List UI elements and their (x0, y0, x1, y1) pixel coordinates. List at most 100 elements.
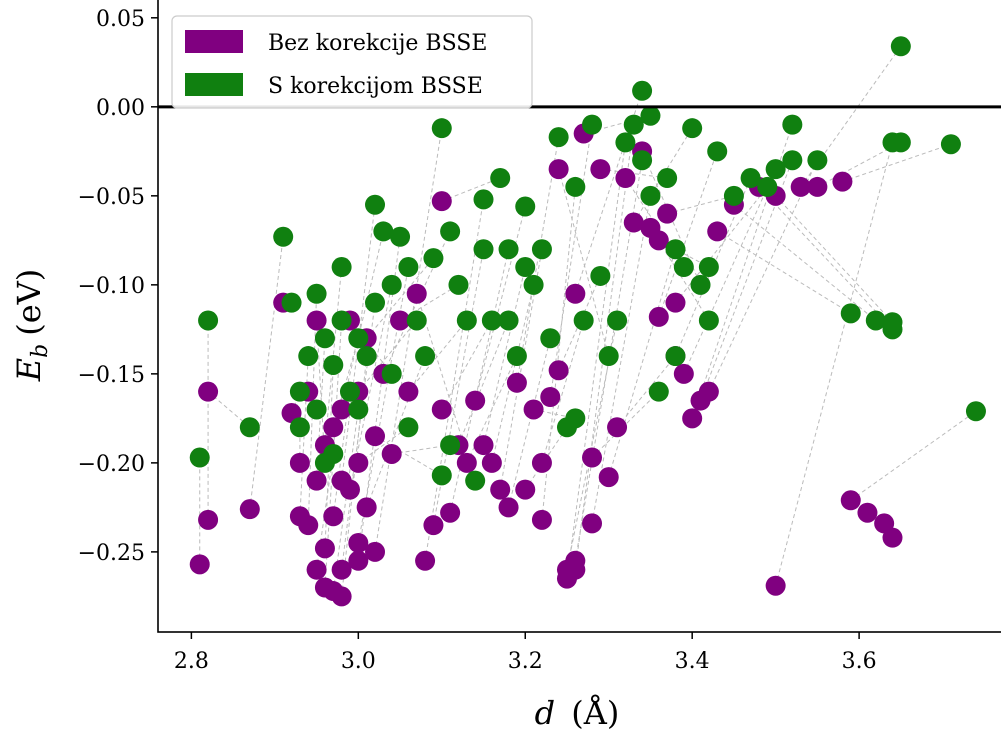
pair-connector (633, 127, 693, 223)
data-point-bez-korekcije (531, 509, 552, 530)
pair-connector (432, 249, 485, 526)
data-point-s-korekcijom (515, 257, 536, 278)
x-tick-label: 3.2 (508, 649, 543, 674)
data-point-s-korekcijom (289, 417, 310, 438)
data-point-s-korekcijom (573, 310, 594, 331)
data-point-s-korekcijom (348, 328, 369, 349)
x-tick-label: 3.4 (675, 649, 710, 674)
data-point-s-korekcijom (740, 168, 761, 189)
data-point-s-korekcijom (665, 239, 686, 260)
data-point-bez-korekcije (548, 360, 569, 381)
data-point-bez-korekcije (440, 502, 461, 523)
data-point-s-korekcijom (698, 310, 719, 331)
data-point-bez-korekcije (565, 283, 586, 304)
data-point-s-korekcijom (306, 399, 327, 420)
data-point-s-korekcijom (565, 408, 586, 429)
pair-connector (650, 227, 710, 321)
data-point-bez-korekcije (498, 497, 519, 518)
y-tick-label: −0.15 (78, 363, 145, 388)
data-point-bez-korekcije (331, 399, 352, 420)
legend-frame (171, 15, 533, 109)
data-point-s-korekcijom (623, 114, 644, 135)
data-point-bez-korekcije (598, 467, 619, 488)
data-point-bez-korekcije (306, 310, 327, 331)
data-point-bez-korekcije (840, 490, 861, 511)
x-tick-label: 3.0 (341, 649, 376, 674)
data-point-s-korekcijom (565, 176, 586, 197)
data-point-bez-korekcije (582, 447, 603, 468)
data-point-bez-korekcije (331, 559, 352, 580)
data-point-s-korekcijom (615, 132, 636, 153)
pair-connector (357, 320, 418, 392)
data-point-s-korekcijom (707, 141, 728, 162)
pair-connector (658, 151, 718, 318)
data-point-s-korekcijom (757, 176, 778, 197)
plot-frame (157, 0, 1001, 633)
pair-connector (716, 231, 852, 314)
data-point-bez-korekcije (289, 452, 310, 473)
data-point-bez-korekcije (673, 363, 694, 384)
data-point-s-korekcijom (456, 310, 477, 331)
data-point-bez-korekcije (348, 532, 369, 553)
data-point-s-korekcijom (473, 239, 494, 260)
data-point-bez-korekcije (365, 541, 386, 562)
series-s-korekcijom-points (189, 36, 986, 491)
data-point-s-korekcijom (289, 381, 310, 402)
pair-connector (667, 195, 735, 215)
data-point-bez-korekcije (582, 513, 603, 534)
pair-connector (341, 356, 368, 597)
y-tick-label: −0.25 (78, 541, 145, 566)
data-point-s-korekcijom (582, 114, 603, 135)
data-point-s-korekcijom (189, 447, 210, 468)
pair-connector (358, 426, 409, 464)
data-point-s-korekcijom (348, 399, 369, 420)
pair-connector (366, 257, 434, 339)
data-point-s-korekcijom (548, 127, 569, 148)
pair-connector (558, 168, 610, 357)
data-point-bez-korekcije (648, 306, 669, 327)
y-tick-label: −0.10 (78, 274, 145, 299)
data-point-bez-korekcije (506, 372, 527, 393)
pair-connector (600, 168, 668, 179)
data-point-s-korekcijom (840, 303, 861, 324)
data-point-bez-korekcije (456, 452, 477, 473)
data-point-s-korekcijom (515, 196, 536, 217)
data-point-s-korekcijom (365, 292, 386, 313)
data-point-s-korekcijom (865, 310, 886, 331)
data-point-s-korekcijom (782, 114, 803, 135)
data-point-s-korekcijom (807, 150, 828, 171)
pair-connector (541, 320, 585, 464)
data-point-bez-korekcije (415, 550, 436, 571)
data-point-s-korekcijom (640, 105, 661, 126)
legend-label-s-korekcijom: S korekcijom BSSE (268, 74, 483, 99)
x-axis-title: d (Å) (535, 694, 620, 732)
data-point-bez-korekcije (590, 159, 611, 180)
data-point-bez-korekcije (348, 452, 369, 473)
y-axis-ticks: 0.05 0.00 −0.05 −0.10 −0.15 −0.20 −0.25 (78, 7, 158, 566)
data-point-s-korekcijom (373, 221, 394, 242)
data-point-s-korekcijom (198, 310, 219, 331)
pair-connector (399, 284, 459, 321)
data-point-bez-korekcije (790, 176, 811, 197)
data-point-s-korekcijom (440, 221, 461, 242)
data-point-s-korekcijom (506, 346, 527, 367)
pair-connector (608, 249, 676, 478)
pair-connector (341, 231, 384, 410)
data-point-s-korekcijom (890, 132, 911, 153)
pair-connector (458, 320, 510, 446)
data-point-bez-korekcije (198, 509, 219, 530)
data-point-s-korekcijom (632, 80, 653, 101)
data-point-s-korekcijom (440, 435, 461, 456)
data-point-s-korekcijom (590, 265, 611, 286)
legend: Bez korekcije BSSE S korekcijom BSSE (171, 15, 533, 109)
pair-connector (374, 128, 443, 552)
data-point-s-korekcijom (339, 381, 360, 402)
pair-connector (683, 168, 777, 375)
data-point-s-korekcijom (698, 257, 719, 278)
legend-label-bez-korekcije: Bez korekcije BSSE (268, 31, 487, 56)
data-point-bez-korekcije (548, 159, 569, 180)
data-point-s-korekcijom (523, 274, 544, 295)
data-point-s-korekcijom (632, 150, 653, 171)
data-point-s-korekcijom (490, 168, 511, 189)
